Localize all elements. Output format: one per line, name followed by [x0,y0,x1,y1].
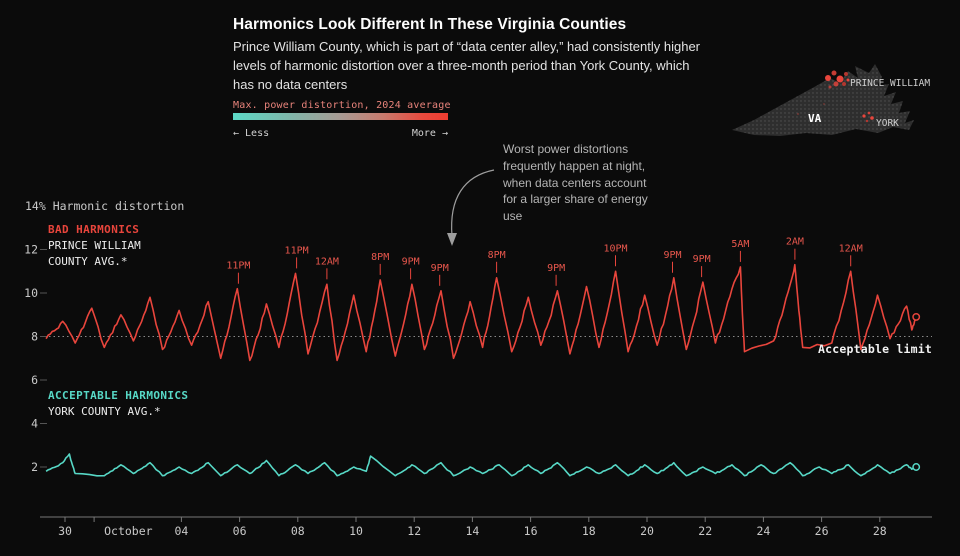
x-tick-label: 12 [407,524,421,538]
bad-harmonics-label-block: BAD HARMONICS PRINCE WILLIAM COUNTY AVG.… [48,222,160,271]
annotation-arrowhead [447,233,457,246]
bad-harmonics-title: BAD HARMONICS [48,223,140,236]
peak-time-label: 12AM [315,256,339,267]
series-line-york [45,453,917,477]
legend-ends: ← Less More → [233,128,448,139]
map-speckle [823,103,825,105]
legend-less-label: ← Less [233,128,270,139]
series-line-prince_william [45,263,917,362]
acceptable-limit-label: Acceptable limit [818,342,932,356]
prince-william-highlight [825,70,850,89]
y-tick-label: 2 [31,460,38,474]
series-end-marker-york [912,463,921,471]
acceptable-harmonics-series-name: YORK COUNTY AVG.* [48,404,161,418]
y-tick-label: 4 [31,417,38,431]
x-tick-label: October [104,524,153,538]
peak-time-label: 9PM [663,250,681,261]
peak-time-label: 5AM [731,239,749,250]
series-end-marker-prince_william [912,312,921,321]
virginia-map-shape [732,64,914,136]
peak-time-label: 12AM [839,243,863,254]
page-subtitle: Prince William County, which is part of … [233,39,700,92]
map-label-york: YORK [876,118,899,129]
x-tick-label: 20 [640,524,654,538]
x-tick-label: 22 [698,524,712,538]
peak-time-label: 9PM [547,263,565,274]
peak-time-label: 8PM [488,250,506,261]
peak-time-label: 9PM [431,263,449,274]
x-tick-label: 10 [349,524,363,538]
page-title: Harmonics Look Different In These Virgin… [233,16,627,33]
x-tick-label: 04 [174,524,188,538]
annotation-arrow-line [451,169,495,237]
acceptable-harmonics-label-block: ACCEPTABLE HARMONICS YORK COUNTY AVG.* [48,388,188,420]
peak-time-label: 2AM [786,237,804,248]
x-tick-label: 24 [756,524,770,538]
york-highlight [862,111,874,123]
x-tick-label: 30 [58,524,72,538]
x-tick-label: 08 [291,524,305,538]
bad-harmonics-series-name: PRINCE WILLIAM COUNTY AVG.* [48,238,141,269]
peak-time-label: 9PM [402,256,420,267]
peak-time-label: 8PM [371,252,389,263]
x-tick-label: 06 [233,524,247,538]
map-label-prince-william: PRINCE WILLIAM [850,78,930,89]
y-tick-label: 6 [31,373,38,387]
annotation-arrow [447,169,495,246]
legend-more-label: More → [411,128,448,139]
x-tick-label: 18 [582,524,596,538]
x-tick-label: 26 [815,524,829,538]
peak-time-label: 11PM [226,261,250,272]
x-tick-label: 14 [465,524,479,538]
map-label-va: VA [808,112,822,125]
x-tick-label: 28 [873,524,887,538]
peak-time-label: 10PM [603,243,627,254]
acceptable-harmonics-title: ACCEPTABLE HARMONICS [48,389,189,402]
y-axis-title: 14% Harmonic distortion [25,199,184,213]
legend-title: Max. power distortion, 2024 average [233,100,451,111]
legend-gradient-bar [233,113,448,120]
state-texture [732,64,914,136]
map-speckle [797,113,799,115]
peak-time-label: 11PM [285,245,309,256]
annotation-text: Worst power distortions frequently happe… [503,142,648,224]
virginia-map: PRINCE WILLIAM VA YORK [732,64,930,136]
y-tick-label: 12 [24,243,38,257]
y-tick-label: 10 [24,286,38,300]
x-tick-label: 16 [524,524,538,538]
y-tick-label: 8 [31,330,38,344]
peak-time-label: 9PM [693,254,711,265]
